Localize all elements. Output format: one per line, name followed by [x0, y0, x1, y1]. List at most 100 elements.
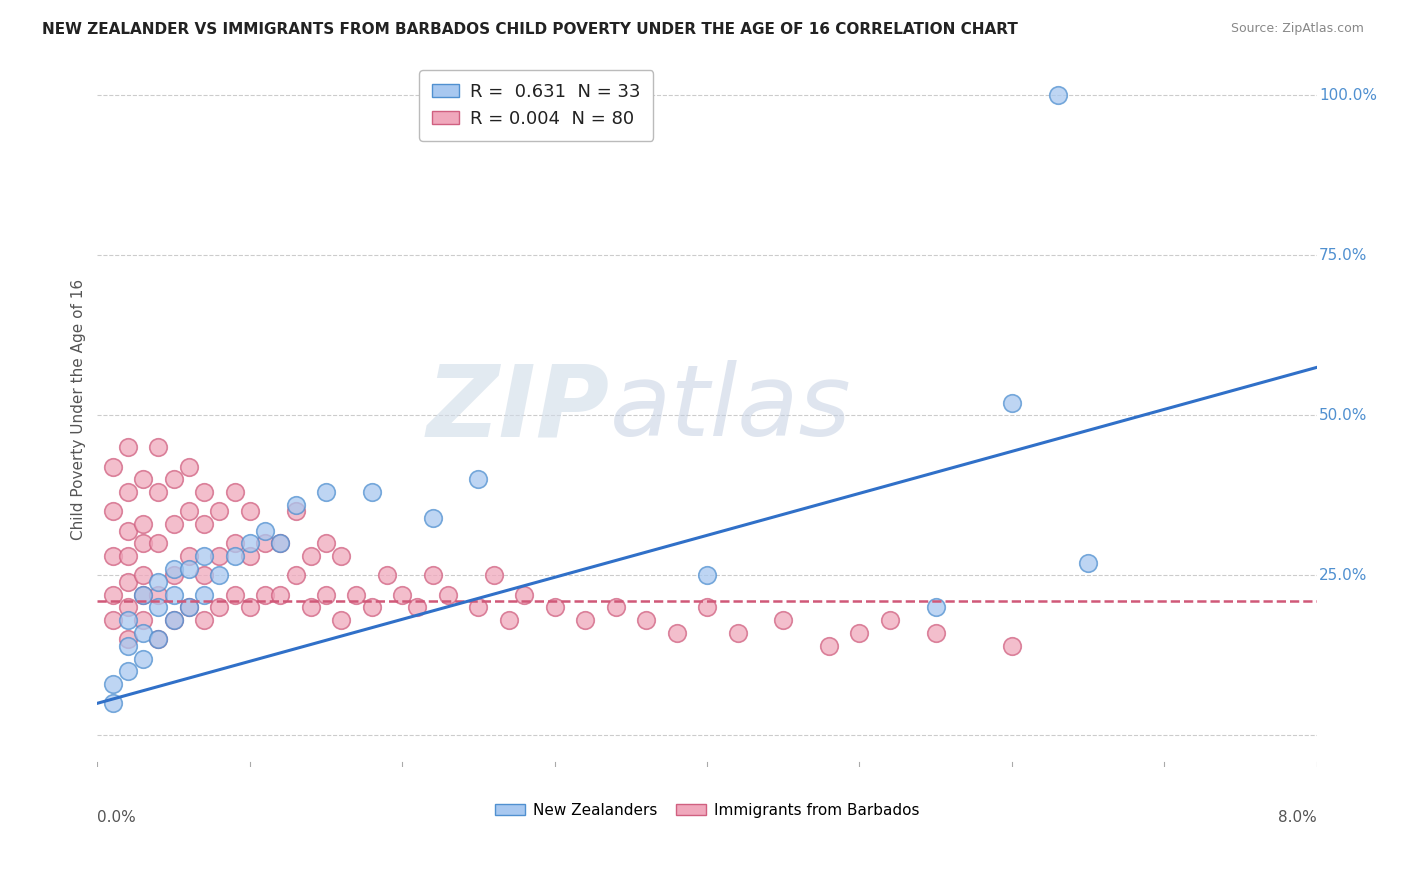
- Point: [101, 613, 124, 627]
- Text: 100.0%: 100.0%: [1319, 88, 1378, 103]
- Point: [315, 485, 337, 500]
- Point: [360, 485, 382, 500]
- Point: [177, 459, 200, 474]
- Point: [148, 441, 170, 455]
- Point: [422, 568, 444, 582]
- Point: [177, 504, 200, 518]
- Point: [239, 549, 262, 563]
- Point: [162, 517, 184, 532]
- Point: [177, 600, 200, 615]
- Point: [879, 613, 901, 627]
- Point: [132, 568, 155, 582]
- Point: [117, 639, 139, 653]
- Point: [422, 510, 444, 524]
- Point: [772, 613, 794, 627]
- Point: [177, 562, 200, 576]
- Point: [239, 504, 262, 518]
- Point: [224, 588, 246, 602]
- Point: [574, 613, 596, 627]
- Point: [925, 600, 948, 615]
- Point: [117, 632, 139, 647]
- Point: [239, 536, 262, 550]
- Point: [467, 472, 489, 486]
- Point: [162, 588, 184, 602]
- Point: [148, 574, 170, 589]
- Point: [148, 600, 170, 615]
- Point: [391, 588, 413, 602]
- Point: [253, 536, 276, 550]
- Point: [513, 588, 536, 602]
- Point: [482, 568, 505, 582]
- Point: [132, 613, 155, 627]
- Point: [284, 568, 307, 582]
- Point: [437, 588, 460, 602]
- Point: [117, 574, 139, 589]
- Point: [193, 613, 215, 627]
- Point: [375, 568, 398, 582]
- Text: 25.0%: 25.0%: [1319, 568, 1368, 582]
- Point: [330, 613, 353, 627]
- Point: [148, 485, 170, 500]
- Text: ZIP: ZIP: [426, 360, 610, 458]
- Point: [117, 485, 139, 500]
- Point: [498, 613, 520, 627]
- Point: [193, 588, 215, 602]
- Text: 75.0%: 75.0%: [1319, 248, 1368, 263]
- Point: [315, 536, 337, 550]
- Point: [269, 536, 291, 550]
- Point: [346, 588, 368, 602]
- Point: [696, 568, 718, 582]
- Y-axis label: Child Poverty Under the Age of 16: Child Poverty Under the Age of 16: [72, 278, 86, 540]
- Legend: New Zealanders, Immigrants from Barbados: New Zealanders, Immigrants from Barbados: [489, 797, 925, 824]
- Point: [101, 459, 124, 474]
- Point: [1077, 556, 1099, 570]
- Point: [162, 562, 184, 576]
- Point: [101, 504, 124, 518]
- Point: [543, 600, 565, 615]
- Point: [162, 613, 184, 627]
- Point: [818, 639, 841, 653]
- Point: [132, 626, 155, 640]
- Text: 0.0%: 0.0%: [97, 810, 136, 825]
- Point: [330, 549, 353, 563]
- Point: [299, 600, 322, 615]
- Point: [193, 568, 215, 582]
- Point: [162, 568, 184, 582]
- Point: [117, 441, 139, 455]
- Point: [269, 588, 291, 602]
- Point: [925, 626, 948, 640]
- Point: [101, 588, 124, 602]
- Point: [162, 613, 184, 627]
- Point: [406, 600, 429, 615]
- Point: [208, 600, 231, 615]
- Point: [253, 524, 276, 538]
- Point: [208, 549, 231, 563]
- Point: [1001, 639, 1024, 653]
- Point: [193, 485, 215, 500]
- Point: [117, 600, 139, 615]
- Point: [224, 549, 246, 563]
- Text: NEW ZEALANDER VS IMMIGRANTS FROM BARBADOS CHILD POVERTY UNDER THE AGE OF 16 CORR: NEW ZEALANDER VS IMMIGRANTS FROM BARBADO…: [42, 22, 1018, 37]
- Point: [132, 588, 155, 602]
- Point: [117, 665, 139, 679]
- Point: [696, 600, 718, 615]
- Point: [132, 517, 155, 532]
- Point: [636, 613, 658, 627]
- Point: [132, 472, 155, 486]
- Point: [148, 588, 170, 602]
- Point: [148, 632, 170, 647]
- Point: [269, 536, 291, 550]
- Point: [101, 677, 124, 691]
- Point: [284, 504, 307, 518]
- Point: [1001, 395, 1024, 409]
- Point: [467, 600, 489, 615]
- Point: [193, 517, 215, 532]
- Point: [162, 472, 184, 486]
- Point: [848, 626, 870, 640]
- Text: atlas: atlas: [610, 360, 851, 458]
- Point: [284, 498, 307, 512]
- Point: [101, 549, 124, 563]
- Point: [208, 568, 231, 582]
- Point: [132, 588, 155, 602]
- Point: [360, 600, 382, 615]
